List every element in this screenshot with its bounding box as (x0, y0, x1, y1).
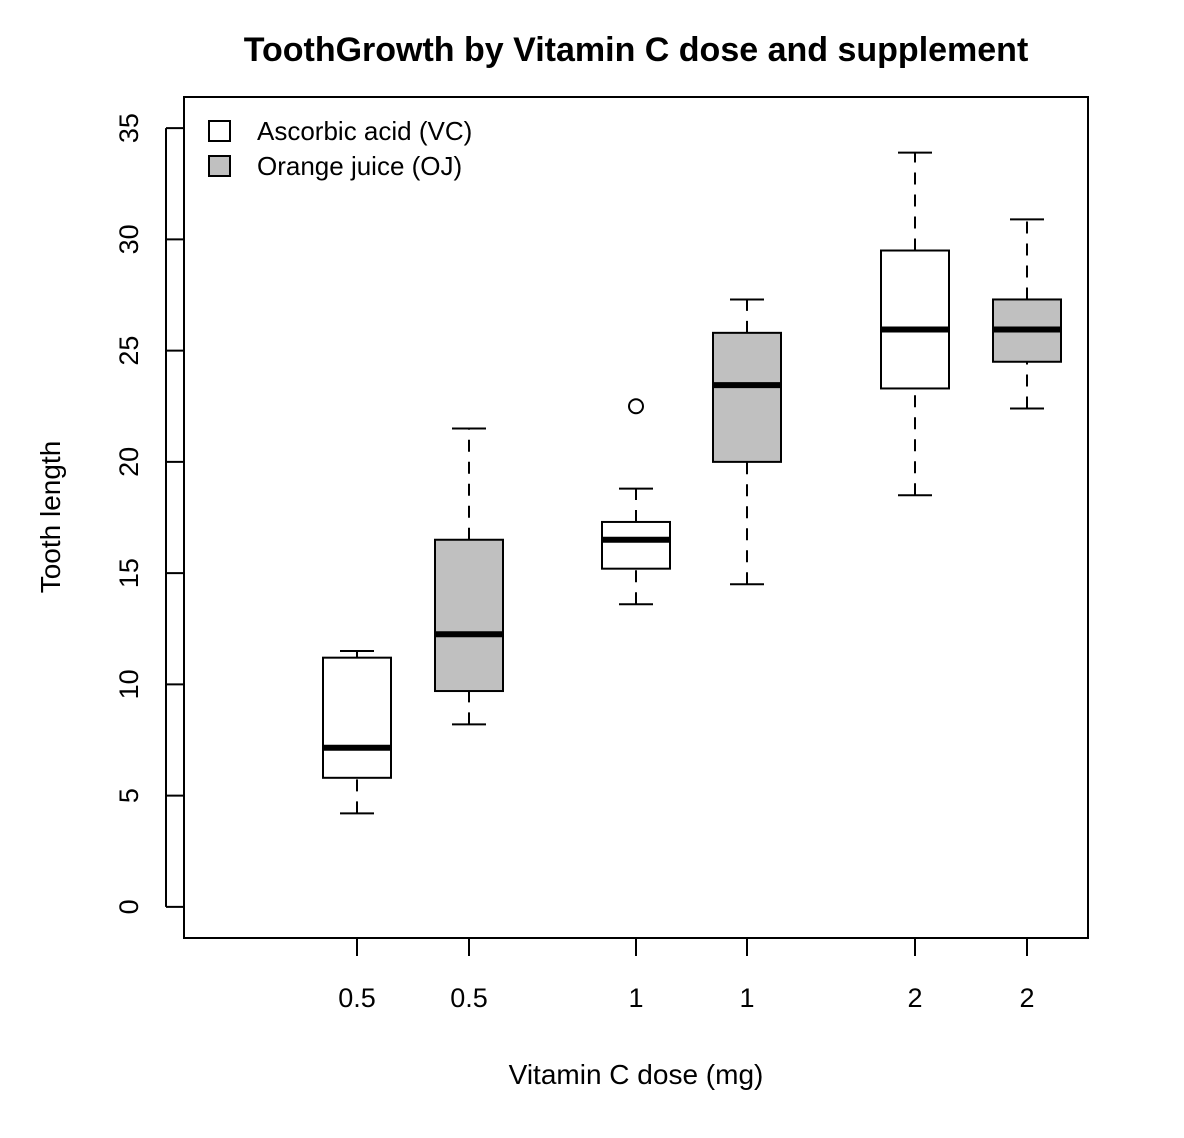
x-tick-label: 1 (739, 983, 754, 1013)
x-tick-label: 0.5 (450, 983, 488, 1013)
legend-label: Ascorbic acid (VC) (257, 116, 472, 146)
x-axis: 0.5 0.5 1 1 2 2 (338, 938, 1035, 1013)
box-oj-1 (712, 298, 782, 586)
legend-entry: Ascorbic acid (VC) (208, 116, 472, 146)
iqr-box (434, 538, 504, 693)
x-tick-label: 2 (907, 983, 922, 1013)
x-tick-label: 0.5 (338, 983, 376, 1013)
y-tick-label: 30 (114, 224, 144, 254)
y-tick-label: 0 (114, 899, 144, 914)
y-tick-label: 35 (114, 113, 144, 143)
x-axis-label: Vitamin C dose (mg) (509, 1059, 764, 1090)
legend-swatch (208, 155, 231, 177)
box-vc-0.5 (322, 649, 392, 815)
box-vc-2 (880, 151, 950, 497)
outlier-point (628, 398, 644, 415)
box-vc-1 (601, 398, 671, 606)
legend-swatch (208, 120, 231, 142)
box-series (322, 151, 1062, 815)
legend-label: Orange juice (OJ) (257, 151, 462, 181)
y-tick-label: 10 (114, 669, 144, 699)
x-tick-label: 2 (1019, 983, 1034, 1013)
iqr-box (880, 249, 950, 390)
y-axis: 0 5 10 15 20 25 30 35 (114, 113, 184, 914)
y-tick-label: 20 (114, 447, 144, 477)
iqr-box (712, 331, 782, 463)
y-tick-label: 25 (114, 336, 144, 366)
box-oj-2 (992, 218, 1062, 410)
iqr-box (322, 656, 392, 779)
legend-entry: Orange juice (OJ) (208, 151, 462, 181)
x-tick-label: 1 (628, 983, 643, 1013)
box-oj-0.5 (434, 427, 504, 726)
chart-title: ToothGrowth by Vitamin C dose and supple… (244, 31, 1029, 69)
iqr-box (601, 520, 671, 570)
y-axis-label: Tooth length (35, 441, 66, 594)
legend: Ascorbic acid (VC) Orange juice (OJ) (208, 116, 472, 181)
y-tick-label: 5 (114, 788, 144, 803)
y-tick-label: 15 (114, 558, 144, 588)
